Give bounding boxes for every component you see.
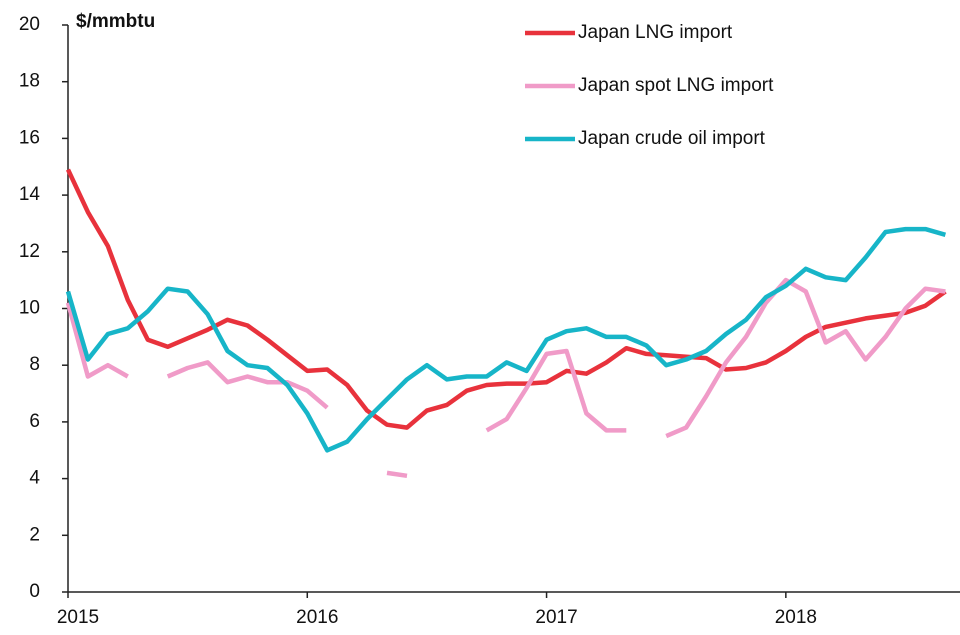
legend-label: Japan crude oil import	[578, 128, 766, 149]
y-tick-label: 10	[19, 298, 40, 319]
legend-label: Japan LNG import	[578, 22, 733, 43]
x-tick-label: 2015	[57, 607, 99, 628]
series-line	[65, 168, 947, 430]
y-tick-label: 20	[19, 14, 40, 35]
x-tick-label: 2018	[775, 607, 817, 628]
series-line	[65, 226, 947, 453]
legend-label: Japan spot LNG import	[578, 75, 774, 96]
x-tick-label: 2017	[535, 607, 577, 628]
y-tick-label: 0	[29, 581, 40, 602]
y-tick-label: 18	[19, 71, 40, 92]
x-tick-label: 2016	[296, 607, 338, 628]
y-tick-label: 4	[29, 468, 40, 489]
y-tick-label: 6	[29, 411, 40, 432]
y-tick-label: 2	[29, 524, 40, 545]
y-tick-label: 12	[19, 241, 40, 262]
y-tick-label: 8	[29, 354, 40, 375]
y-tick-label: 14	[19, 184, 41, 205]
y-axis-label: $/mmbtu	[76, 11, 155, 32]
y-tick-label: 16	[19, 127, 40, 148]
series-line	[65, 277, 946, 479]
